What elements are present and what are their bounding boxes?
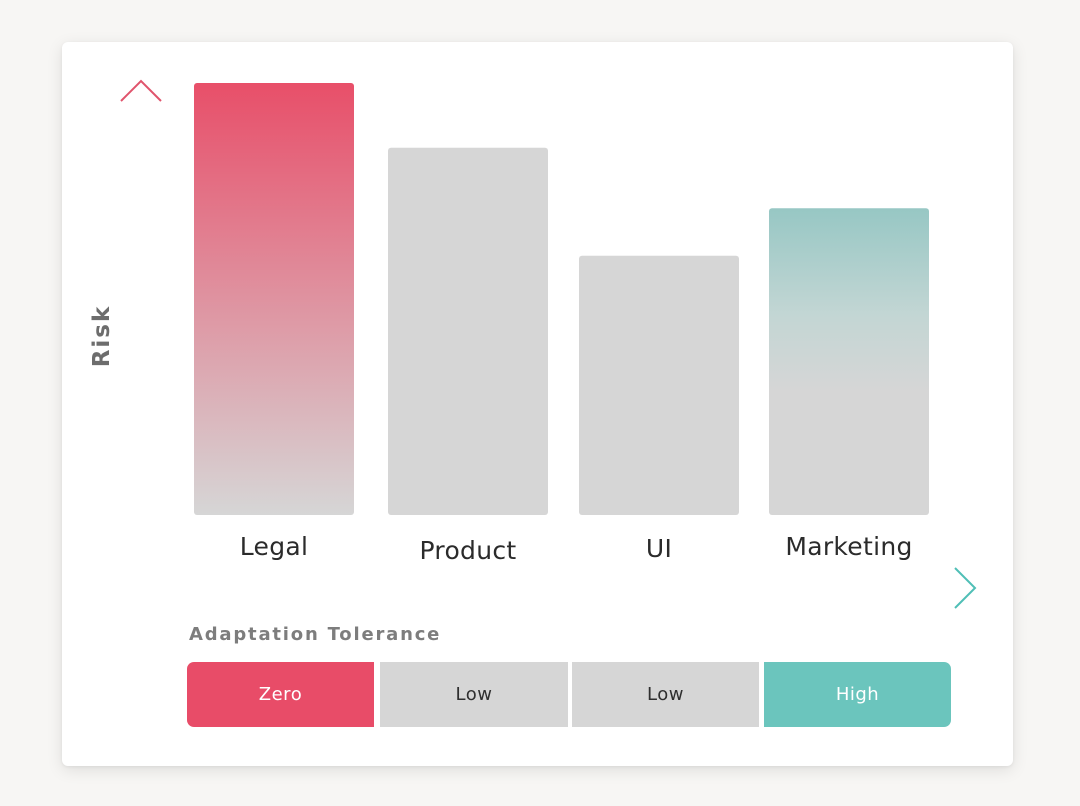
tolerance-level-high-4: High <box>764 662 951 727</box>
tolerance-title: Adaptation Tolerance <box>189 624 442 645</box>
category-label-marketing: Marketing <box>785 532 913 561</box>
category-label-legal: Legal <box>239 532 309 561</box>
tolerance-level-low-3: Low <box>572 662 759 727</box>
bar-product <box>388 147 548 516</box>
tolerance-level-zero-1: Zero <box>187 662 374 727</box>
y-axis-label: Risk <box>89 304 115 368</box>
y-axis-arrowhead <box>120 79 162 102</box>
category-label-ui: UI <box>645 534 673 563</box>
bar-ui <box>579 255 739 516</box>
x-axis-arrowhead <box>954 567 977 609</box>
tolerance-level-low-2: Low <box>380 662 568 727</box>
bar-marketing <box>769 208 929 515</box>
category-label-product: Product <box>419 536 517 565</box>
bar-legal <box>194 83 354 515</box>
